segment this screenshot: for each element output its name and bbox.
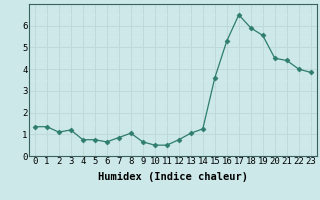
- X-axis label: Humidex (Indice chaleur): Humidex (Indice chaleur): [98, 172, 248, 182]
